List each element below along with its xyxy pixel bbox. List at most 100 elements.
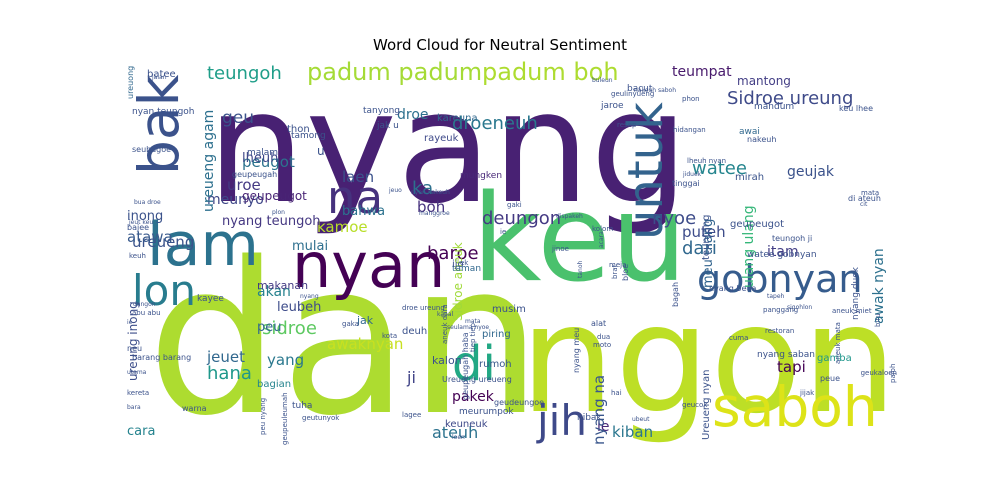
cloud-word: teumpat	[672, 64, 732, 80]
cloud-word: ka	[412, 178, 434, 199]
cloud-word: jiduek	[683, 171, 702, 178]
cloud-word: ateuh	[432, 423, 479, 442]
cloud-word: abu abu	[132, 309, 161, 317]
cloud-word: loen	[452, 434, 465, 441]
cloud-word: di ateuh	[848, 194, 881, 203]
cloud-word: geujak	[787, 164, 834, 180]
cloud-word: nyang saban	[757, 350, 815, 360]
cloud-word: teungoh ji	[772, 234, 813, 243]
cloud-word: nakeuh	[747, 135, 777, 144]
cloud-word: keu lhee	[839, 104, 874, 113]
cloud-word: mirah	[735, 172, 765, 183]
cloud-word: barang barang	[132, 353, 192, 362]
cloud-word: hai	[611, 389, 622, 397]
cloud-word: thon	[287, 124, 310, 135]
cloud-word: padum boh	[482, 60, 619, 86]
cloud-word: laen	[342, 168, 375, 186]
cloud-word: tinggai	[672, 179, 700, 188]
cloud-word: kalon	[432, 354, 462, 367]
cloud-word: jinoe	[552, 245, 569, 253]
cloud-word: di	[452, 336, 496, 392]
cloud-word: bloe	[621, 264, 630, 282]
cloud-word: kiban	[612, 423, 654, 441]
cloud-word: kapal	[437, 311, 454, 318]
cloud-word: dua	[597, 333, 611, 341]
cloud-word: geu	[222, 108, 255, 128]
cloud-word: dari	[682, 238, 717, 259]
cloud-word: ureueng agam	[201, 109, 217, 213]
cloud-word: kayee	[197, 294, 224, 304]
cloud-word: teungoh	[207, 63, 282, 84]
cloud-word: buleun	[592, 77, 613, 84]
cloud-word: bara	[127, 404, 141, 411]
cloud-word: warna	[182, 404, 207, 413]
cloud-word: lagee	[402, 411, 422, 419]
cloud-word: lheuh nyan	[687, 157, 727, 165]
cloud-word: tapeh	[767, 293, 785, 300]
cloud-word: gamba	[817, 353, 852, 364]
cloud-word: bahwa	[342, 204, 386, 219]
cloud-word: yang	[267, 351, 305, 369]
cloud-word: acara	[598, 231, 605, 248]
cloud-word: mulai	[292, 239, 329, 254]
cloud-word: ureueng	[132, 233, 195, 251]
cloud-word: jijak	[800, 389, 815, 397]
cloud-word: kareuna	[437, 113, 478, 124]
cloud-word: plon	[272, 209, 285, 216]
cloud-word: sidroe	[262, 318, 317, 339]
word-cloud: nyang dan ngon keu bak lam nyan saboh untuk na gob…	[127, 60, 897, 445]
cloud-word: lon	[132, 266, 196, 315]
cloud-word: nyang	[207, 60, 689, 238]
cloud-word: nyan nakeuh	[411, 189, 450, 196]
cloud-word: tuha	[292, 401, 313, 411]
cloud-word: resep	[617, 121, 637, 129]
cloud-word: gaka	[342, 320, 359, 328]
cloud-word: panggang	[763, 306, 799, 314]
cloud-word: awaknyan	[327, 335, 404, 353]
cloud-word: ulang ulang	[741, 205, 757, 288]
cloud-word: biru	[874, 312, 882, 327]
cloud-word: mata	[465, 318, 481, 325]
cloud-word: musim	[492, 304, 526, 315]
cloud-word: nyang na	[590, 374, 608, 445]
cloud-word: gobnyan	[697, 257, 863, 301]
cloud-word: nyang teungoh	[222, 214, 321, 229]
cloud-word: pakek	[452, 389, 494, 405]
cloud-word: geupeugah haba	[461, 332, 470, 400]
cloud-word: nyan teungoh	[132, 107, 195, 117]
cloud-word: tanyong	[363, 106, 400, 116]
cloud-word: ie	[127, 319, 133, 326]
cloud-word: jeuet	[207, 348, 246, 366]
cloud-word: kota	[382, 332, 398, 340]
cloud-word: geudeungoe	[494, 398, 545, 407]
cloud-word: nyang duek	[851, 267, 861, 321]
cloud-word: droe ureung	[402, 304, 445, 312]
cloud-word: hidangan	[673, 126, 706, 134]
cloud-word: bacut	[627, 84, 653, 94]
cloud-word: utama	[127, 369, 147, 376]
cloud-word: seubagoe	[132, 145, 172, 154]
cloud-word: u	[317, 144, 325, 158]
cloud-word: Ureueng ureueng	[442, 375, 512, 384]
cloud-word: gaki	[507, 201, 522, 209]
cloud-word: jeuo	[389, 187, 402, 194]
cloud-word: tanoh	[577, 260, 584, 278]
cloud-word: le	[597, 419, 610, 435]
cloud-word: nakeuh saboh	[634, 87, 677, 94]
cloud-word: peu nyang	[259, 397, 267, 436]
cloud-word: keuneuk	[445, 419, 488, 430]
cloud-word: lam	[147, 210, 259, 280]
cloud-word: mantong	[737, 74, 791, 88]
cloud-word: geupeuleumah	[281, 392, 289, 445]
cloud-word: bua droe	[134, 199, 161, 206]
cloud-word: saboh	[712, 375, 878, 439]
cloud-word: alat	[591, 319, 607, 328]
cloud-word: phon	[682, 95, 700, 103]
cloud-word: malam	[247, 148, 279, 158]
cloud-word: mata	[861, 189, 880, 197]
cloud-word: ubeut	[632, 416, 650, 423]
cloud-word: meurumpok	[459, 407, 514, 417]
cloud-word: puteh	[682, 223, 726, 241]
cloud-word: jak	[357, 314, 374, 327]
cloud-word: leubeh	[277, 300, 322, 315]
